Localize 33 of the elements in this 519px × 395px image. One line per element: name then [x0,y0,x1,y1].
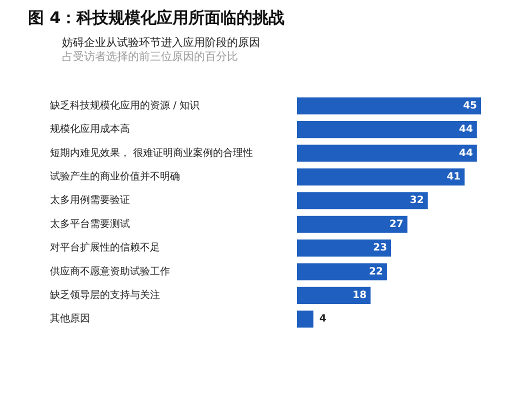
y-tick-label: 短期内难见效果， 很难证明商业案例的合理性 [50,146,254,159]
data-label: 4 [319,314,326,325]
data-label: 32 [410,195,424,206]
data-label: 45 [463,100,478,112]
data-label: 44 [458,148,473,159]
data-label: 41 [446,172,461,183]
data-label: 22 [369,266,383,278]
data-label: 44 [458,124,473,136]
y-tick-label: 太多平台需要测试 [50,218,130,230]
bar [297,240,392,257]
y-tick-label: 对平台扩展性的信赖不足 [50,242,160,254]
y-tick-label: 缺乏领导层的支持与关注 [50,289,160,302]
y-tick-label: 试验产生的商业价值并不明确 [50,170,180,183]
y-tick-label: 太多用例需要验证 [50,194,130,206]
y-tick-label: 供应商不愿意资助试验工作 [50,265,170,278]
y-tick-label: 缺乏科技规模化应用的资源 / 知识 [50,99,200,112]
text: 图 4：科技规模化应用所面临的挑战 [28,8,285,29]
bar [297,168,465,186]
bar [297,97,481,114]
data-label: 27 [389,218,404,230]
data-label: 23 [373,242,388,254]
bar [297,263,387,280]
bar [297,216,408,233]
text: 妨碍企业从试验环节进入应用阶段的原因 [62,36,260,50]
bar [297,192,428,210]
bar [297,121,477,138]
data-label: 18 [352,290,367,302]
y-tick-label: 规模化应用成本高 [50,123,130,136]
bar [297,144,477,162]
y-tick-label: 其他原因 [50,312,90,325]
text: 占受访者选择的前三位原因的百分比 [62,50,239,64]
bar [297,310,314,328]
bar [297,286,371,304]
